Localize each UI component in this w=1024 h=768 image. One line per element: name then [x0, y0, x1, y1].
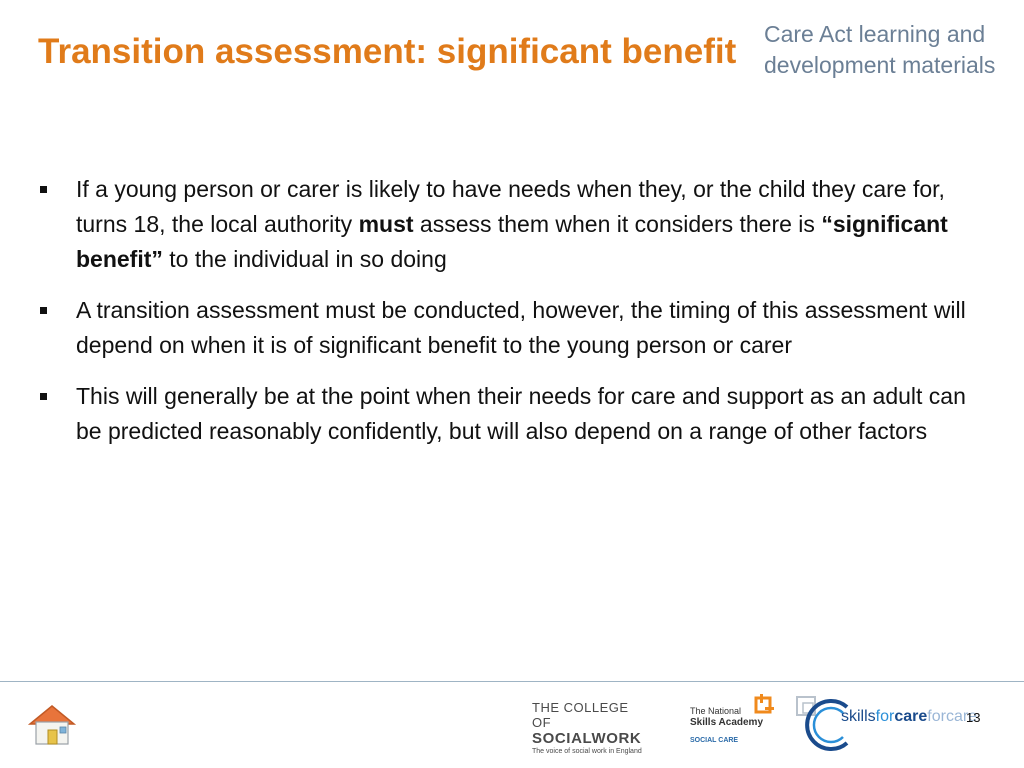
bullet-item-3: This will generally be at the point when… — [36, 379, 996, 449]
bullet-1-text-a: If a young person or carer is likely to … — [76, 176, 945, 237]
sfc-word-skills: skills — [841, 708, 876, 725]
bullet-3-text: This will generally be at the point when… — [76, 383, 966, 444]
college-logo-tagline: The voice of social work in England — [532, 748, 642, 755]
skills-for-care-logo: skillsforcareforcare — [795, 693, 995, 753]
nsa-mark-icon — [754, 694, 774, 714]
sfc-mark-icon — [796, 696, 849, 751]
slide-title: Transition assessment: significant benef… — [38, 32, 737, 71]
bullet-marker — [40, 393, 47, 400]
college-logo-line-1: THE COLLEGE OF — [532, 700, 629, 730]
page-number: 13 — [966, 710, 981, 725]
bullet-1-text-b: assess them when it considers there is — [413, 211, 822, 237]
bullet-list: If a young person or carer is likely to … — [36, 172, 996, 465]
bullet-item-1: If a young person or carer is likely to … — [36, 172, 996, 277]
nsa-line-3: SOCIAL CARE — [690, 737, 739, 744]
bullet-item-2: A transition assessment must be conducte… — [36, 293, 996, 363]
nsa-line-2: Skills Academy — [690, 717, 764, 728]
bullet-1-emphasis-must: must — [358, 211, 414, 237]
college-of-social-work-logo: THE COLLEGE OF SOCIALWORK The voice of s… — [532, 700, 642, 757]
bullet-2-text: A transition assessment must be conducte… — [76, 297, 966, 358]
footer-divider — [0, 681, 1024, 682]
brand-line-1: Care Act learning and — [764, 21, 986, 47]
home-icon[interactable] — [26, 700, 78, 748]
bullet-1-emphasis-benefit: “significant benefit” — [76, 211, 948, 272]
sfc-word-for: for — [875, 708, 895, 725]
sfc-word-care: care — [894, 708, 928, 725]
college-logo-line-2: SOCIALWORK — [532, 730, 642, 747]
bullet-1-text-c: to the individual in so doing — [162, 246, 447, 272]
bullet-marker — [40, 186, 47, 193]
brand-line-2: development materials — [764, 52, 996, 78]
brand-tagline: Care Act learning and development materi… — [764, 19, 1014, 81]
bullet-marker — [40, 307, 47, 314]
sfc-word-ghost: forcare — [927, 708, 978, 725]
sfc-wordmark: skillsforcareforcare — [841, 707, 977, 727]
nsa-line-1: The National — [690, 706, 742, 716]
